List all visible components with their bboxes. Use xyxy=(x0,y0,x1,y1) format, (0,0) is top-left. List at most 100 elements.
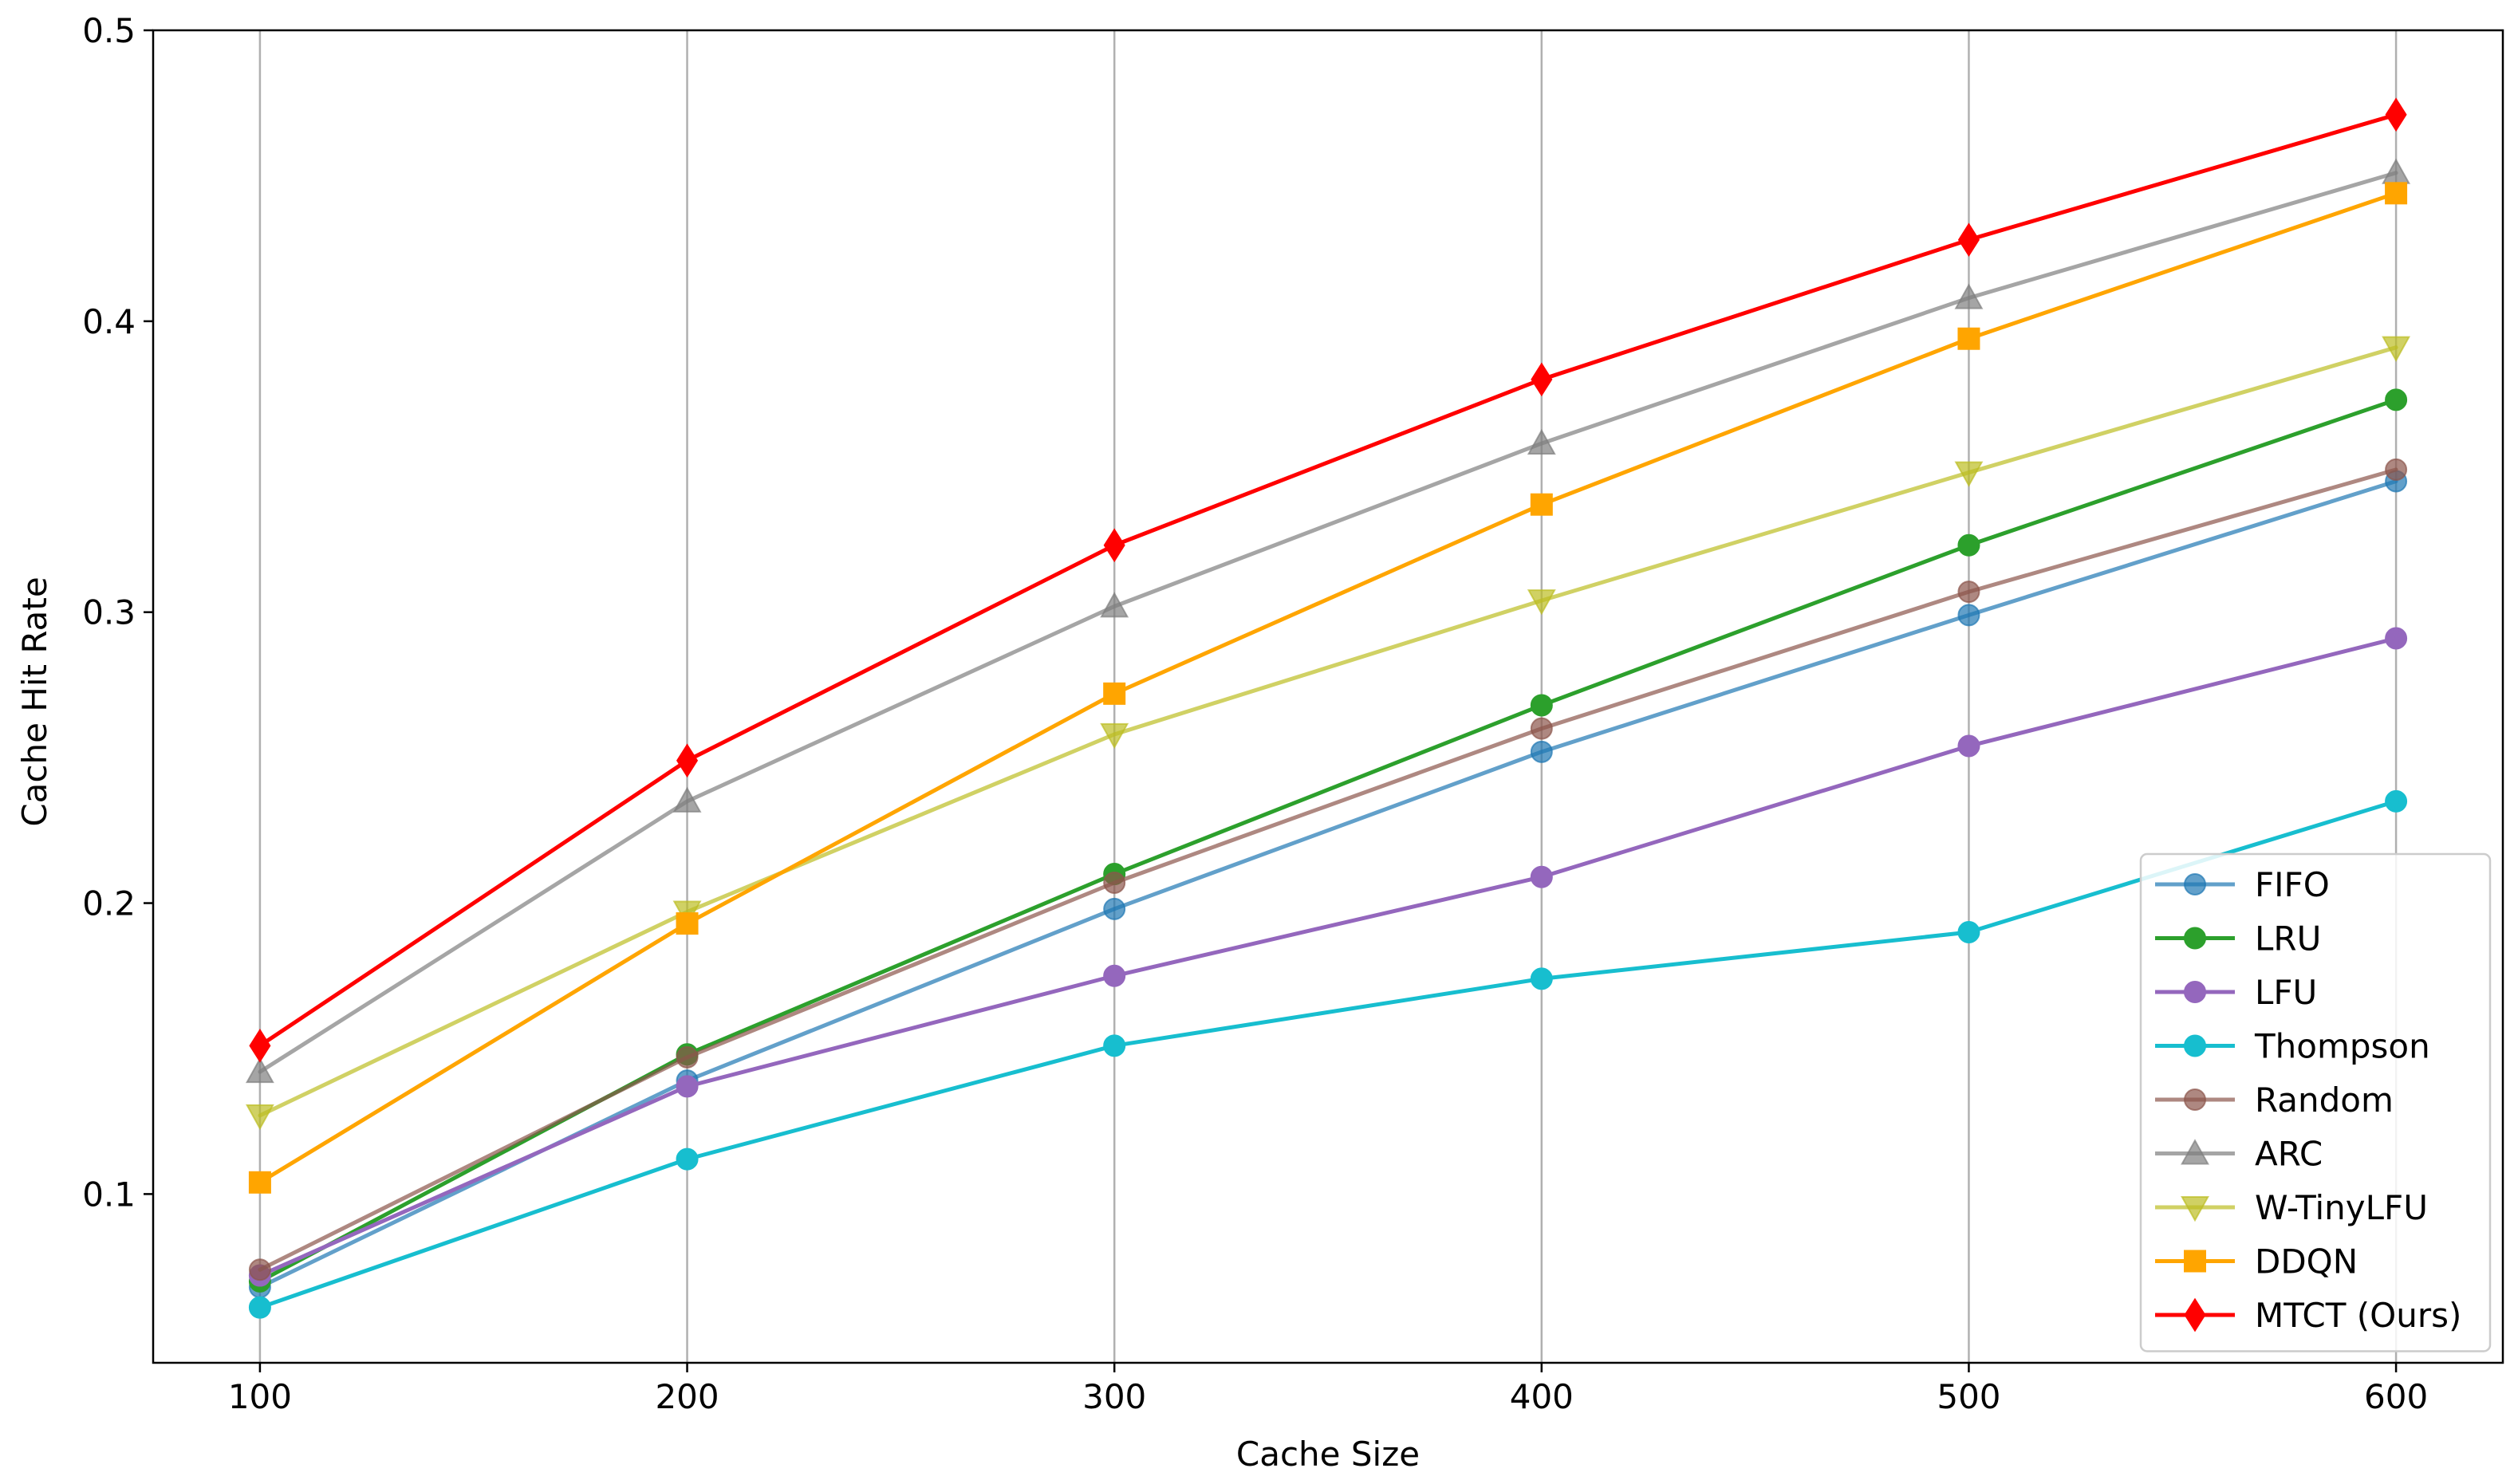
legend: FIFO LRU LFU Thompson Random ARC W-TinyLFU DDQN… xyxy=(2139,852,2492,1352)
data-point xyxy=(1954,461,1984,487)
legend-item: Thompson xyxy=(2155,1027,2430,1066)
data-point xyxy=(1530,740,1553,763)
y-tick-label: 0.1 xyxy=(82,1175,136,1214)
y-tick-label: 0.5 xyxy=(82,11,136,50)
data-point xyxy=(1103,897,1126,920)
data-point xyxy=(1957,734,1980,758)
data-point xyxy=(1527,589,1556,616)
data-point xyxy=(1103,682,1126,705)
legend-item: MTCT (Ours) xyxy=(2155,1296,2461,1335)
data-point xyxy=(1530,865,1553,888)
data-point xyxy=(1527,428,1556,455)
legend-marker xyxy=(2184,1250,2206,1273)
y-tick-label: 0.3 xyxy=(82,593,136,632)
data-point xyxy=(245,1057,274,1084)
legend-item: DDQN xyxy=(2155,1242,2358,1281)
legend-item: W-TinyLFU xyxy=(2155,1188,2428,1227)
data-point xyxy=(1530,967,1553,990)
legend-marker xyxy=(2184,927,2206,950)
series-layer xyxy=(245,97,2411,1319)
data-point xyxy=(2385,789,2408,813)
series-line xyxy=(258,467,2398,1272)
data-point xyxy=(1957,327,1980,350)
data-point xyxy=(1103,964,1126,987)
x-tick-label: 500 xyxy=(1937,1377,2000,1416)
data-point xyxy=(1530,694,1553,717)
data-point xyxy=(1103,528,1125,563)
legend-label: W-TinyLFU xyxy=(2255,1188,2428,1227)
x-tick-label: 200 xyxy=(655,1377,719,1416)
data-point xyxy=(248,1258,271,1281)
legend-label: ARC xyxy=(2255,1135,2323,1174)
series-line xyxy=(258,636,2398,1278)
data-point xyxy=(1957,533,1980,557)
x-axis-label: Cache Size xyxy=(1236,1435,1420,1474)
legend-marker xyxy=(2184,1088,2206,1111)
legend-marker xyxy=(2184,873,2206,896)
data-point xyxy=(2385,627,2408,650)
data-point xyxy=(1100,592,1129,618)
legend-label: LRU xyxy=(2255,919,2321,958)
legend-marker xyxy=(2181,1139,2209,1165)
legend-item: LFU xyxy=(2155,973,2317,1012)
data-point xyxy=(1531,362,1553,397)
data-point xyxy=(676,1075,699,1098)
data-point xyxy=(2385,458,2408,481)
data-point xyxy=(1957,604,1980,627)
data-point xyxy=(1530,493,1553,516)
data-point xyxy=(1530,717,1553,740)
series-thompson xyxy=(248,789,2408,1319)
data-point xyxy=(248,1296,271,1319)
x-tick-label: 600 xyxy=(2364,1377,2428,1416)
plot-frame xyxy=(152,29,2504,1364)
legend-label: MTCT (Ours) xyxy=(2255,1296,2461,1335)
legend-marker xyxy=(2184,981,2206,1003)
legend-label: LFU xyxy=(2255,973,2317,1012)
y-axis-label: Cache Hit Rate xyxy=(15,577,54,826)
data-point xyxy=(2385,97,2407,132)
legend-marker xyxy=(2181,1196,2209,1222)
legend-label: Thompson xyxy=(2254,1027,2430,1066)
y-tick-label: 0.2 xyxy=(82,884,136,923)
data-point xyxy=(249,1028,271,1063)
series-line xyxy=(258,171,2398,1074)
series-mtct-ours xyxy=(249,97,2407,1063)
data-point xyxy=(2385,182,2408,205)
legend-label: FIFO xyxy=(2255,865,2330,904)
data-point xyxy=(676,912,699,935)
series-arc xyxy=(245,158,2411,1084)
series-w-tinylfu xyxy=(245,336,2411,1131)
data-point xyxy=(1957,921,1980,944)
legend-box xyxy=(2139,852,2492,1352)
legend-item: LRU xyxy=(2155,919,2321,958)
data-point xyxy=(1957,581,1980,604)
legend-marker xyxy=(2184,1034,2206,1057)
data-point xyxy=(676,1147,699,1171)
data-point xyxy=(676,743,699,778)
data-point xyxy=(676,1045,699,1069)
legend-label: Random xyxy=(2255,1081,2394,1120)
series-ddqn xyxy=(248,182,2408,1194)
series-line xyxy=(258,191,2398,1185)
legend-item: ARC xyxy=(2155,1135,2323,1174)
data-point xyxy=(1954,283,1984,309)
data-point xyxy=(672,786,702,813)
series-line xyxy=(258,799,2398,1310)
data-point xyxy=(1103,872,1126,895)
x-tick-label: 400 xyxy=(1510,1377,1574,1416)
series-line xyxy=(258,112,2398,1048)
legend-marker xyxy=(2184,1297,2206,1332)
data-point xyxy=(245,1104,274,1131)
y-tick-label: 0.4 xyxy=(82,302,136,341)
data-point xyxy=(2385,388,2408,411)
data-point xyxy=(248,1171,271,1194)
legend-item: Random xyxy=(2155,1081,2394,1120)
x-tick-label: 100 xyxy=(228,1377,292,1416)
x-tick-label: 300 xyxy=(1082,1377,1146,1416)
data-point xyxy=(2382,336,2411,362)
legend-label: DDQN xyxy=(2255,1242,2358,1281)
data-point xyxy=(1957,222,1980,258)
series-line xyxy=(258,345,2398,1118)
